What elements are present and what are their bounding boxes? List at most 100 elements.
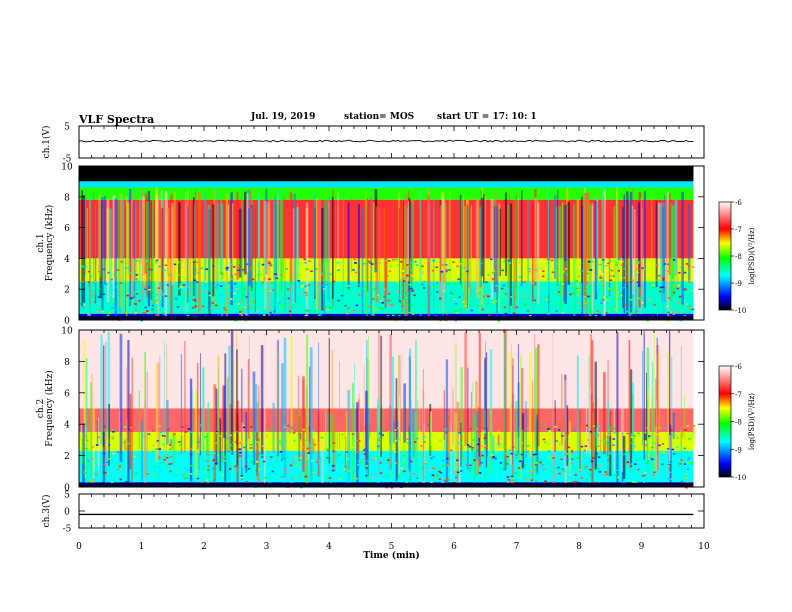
psd-speckle <box>666 305 669 308</box>
psd-streak <box>375 206 379 303</box>
psd-streak <box>273 198 275 281</box>
psd-streak <box>594 361 597 470</box>
psd-streak <box>667 351 669 450</box>
psd-streak <box>365 390 368 470</box>
psd-speckle <box>553 269 556 271</box>
psd-speckle <box>676 287 679 290</box>
psd-speckle <box>205 479 209 482</box>
psd-speckle <box>690 289 694 292</box>
psd-speckle <box>685 263 689 265</box>
psd-speckle <box>128 267 132 269</box>
psd-streak <box>460 198 463 288</box>
psd-streak <box>576 355 579 455</box>
psd-speckle <box>495 284 498 287</box>
y-tick-ch1-spectrogram-label: 0 <box>64 317 70 327</box>
psd-streak <box>124 439 127 451</box>
psd-speckle <box>214 286 217 289</box>
y-tick-ch3-waveform-label: 0 <box>64 508 70 518</box>
psd-speckle <box>331 469 335 472</box>
psd-streak <box>605 404 607 449</box>
psd-streak <box>585 392 588 457</box>
psd-speckle <box>170 462 173 465</box>
psd-speckle <box>282 304 285 307</box>
psd-speckle <box>589 430 593 433</box>
psd-streak <box>411 433 414 451</box>
psd-speckle <box>219 294 222 297</box>
psd-streak <box>104 431 107 468</box>
psd-streak <box>135 200 137 279</box>
psd-speckle <box>207 469 210 471</box>
psd-speckle <box>651 315 655 317</box>
psd-speckle <box>475 427 479 430</box>
psd-streak <box>83 338 86 479</box>
psd-speckle <box>631 279 634 282</box>
psd-speckle <box>227 302 231 304</box>
psd-streak <box>641 207 643 307</box>
psd-speckle <box>443 428 447 431</box>
psd-speckle <box>483 445 487 447</box>
psd-speckle <box>111 288 115 291</box>
psd-speckle <box>139 299 143 301</box>
psd-speckle <box>518 460 522 463</box>
psd-speckle <box>672 284 676 287</box>
psd-speckle <box>317 314 321 317</box>
psd-streak <box>165 344 167 464</box>
psd-speckle <box>323 307 327 310</box>
psd-speckle <box>379 472 383 474</box>
psd-speckle <box>499 462 503 464</box>
psd-speckle <box>539 461 542 464</box>
psd-speckle <box>445 269 449 271</box>
psd-streak <box>404 194 408 318</box>
psd-speckle <box>136 445 140 447</box>
psd-streak <box>361 208 364 315</box>
psd-speckle <box>216 300 220 302</box>
psd-speckle <box>287 424 290 427</box>
psd-speckle <box>612 427 616 430</box>
psd-speckle <box>432 467 435 470</box>
psd-speckle <box>84 466 88 469</box>
psd-streak <box>281 196 283 284</box>
waveform-line-ch1-waveform <box>78 139 694 143</box>
psd-streak <box>315 198 318 311</box>
psd-speckle <box>693 431 696 433</box>
psd-speckle <box>546 443 549 446</box>
psd-streak <box>480 197 484 277</box>
psd-speckle <box>477 473 480 475</box>
psd-streak <box>184 191 187 315</box>
psd-speckle <box>402 280 406 282</box>
psd-speckle <box>230 278 233 280</box>
psd-speckle <box>207 465 210 467</box>
psd-speckle <box>181 266 184 269</box>
psd-speckle <box>315 268 318 270</box>
psd-streak <box>560 373 563 445</box>
psd-speckle <box>504 312 508 315</box>
psd-speckle <box>269 289 272 292</box>
psd-streak <box>491 436 495 462</box>
psd-speckle <box>651 458 654 461</box>
psd-speckle <box>484 446 487 449</box>
psd-speckle <box>608 260 612 262</box>
psd-speckle <box>542 425 545 428</box>
psd-speckle <box>544 480 547 482</box>
psd-speckle <box>155 314 158 316</box>
psd-speckle <box>176 261 180 264</box>
psd-streak <box>345 436 347 473</box>
psd-speckle <box>692 425 695 427</box>
psd-speckle <box>250 267 254 270</box>
psd-speckle <box>607 429 611 431</box>
psd-speckle <box>189 287 193 290</box>
psd-streak <box>473 414 476 484</box>
psd-speckle <box>607 459 610 462</box>
psd-streak <box>346 411 348 468</box>
psd-streak <box>344 422 346 438</box>
psd-speckle <box>636 281 640 284</box>
psd-speckle <box>611 269 614 272</box>
psd-speckle <box>163 458 166 461</box>
psd-speckle <box>401 305 404 308</box>
psd-speckle <box>500 287 504 290</box>
psd-speckle <box>155 474 158 477</box>
psd-speckle <box>163 455 166 458</box>
psd-band-bottom <box>79 483 694 487</box>
psd-streak <box>93 191 94 285</box>
psd-streak <box>220 203 224 320</box>
